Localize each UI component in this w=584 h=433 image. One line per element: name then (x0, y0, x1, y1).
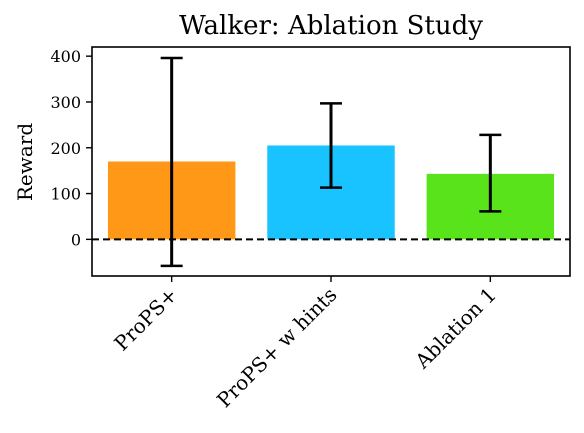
y-tick-label: 300 (50, 93, 81, 112)
x-tick-label: Ablation 1 (410, 283, 501, 374)
plot-area: 0 100 200 300 400 ProPS+ ProPS+ w hints Ablatio… (50, 46, 571, 413)
y-tick-label: 400 (50, 47, 81, 66)
chart-title: Walker: Ablation Study (179, 11, 483, 41)
x-tick-label: ProPS+ (109, 283, 182, 356)
y-tick-label: 200 (50, 139, 81, 158)
y-axis-label: Reward (13, 123, 37, 201)
y-tick-label: 100 (50, 185, 81, 204)
x-tick-label: ProPS+ w hints (212, 283, 342, 413)
y-tick-label: 0 (71, 230, 81, 249)
